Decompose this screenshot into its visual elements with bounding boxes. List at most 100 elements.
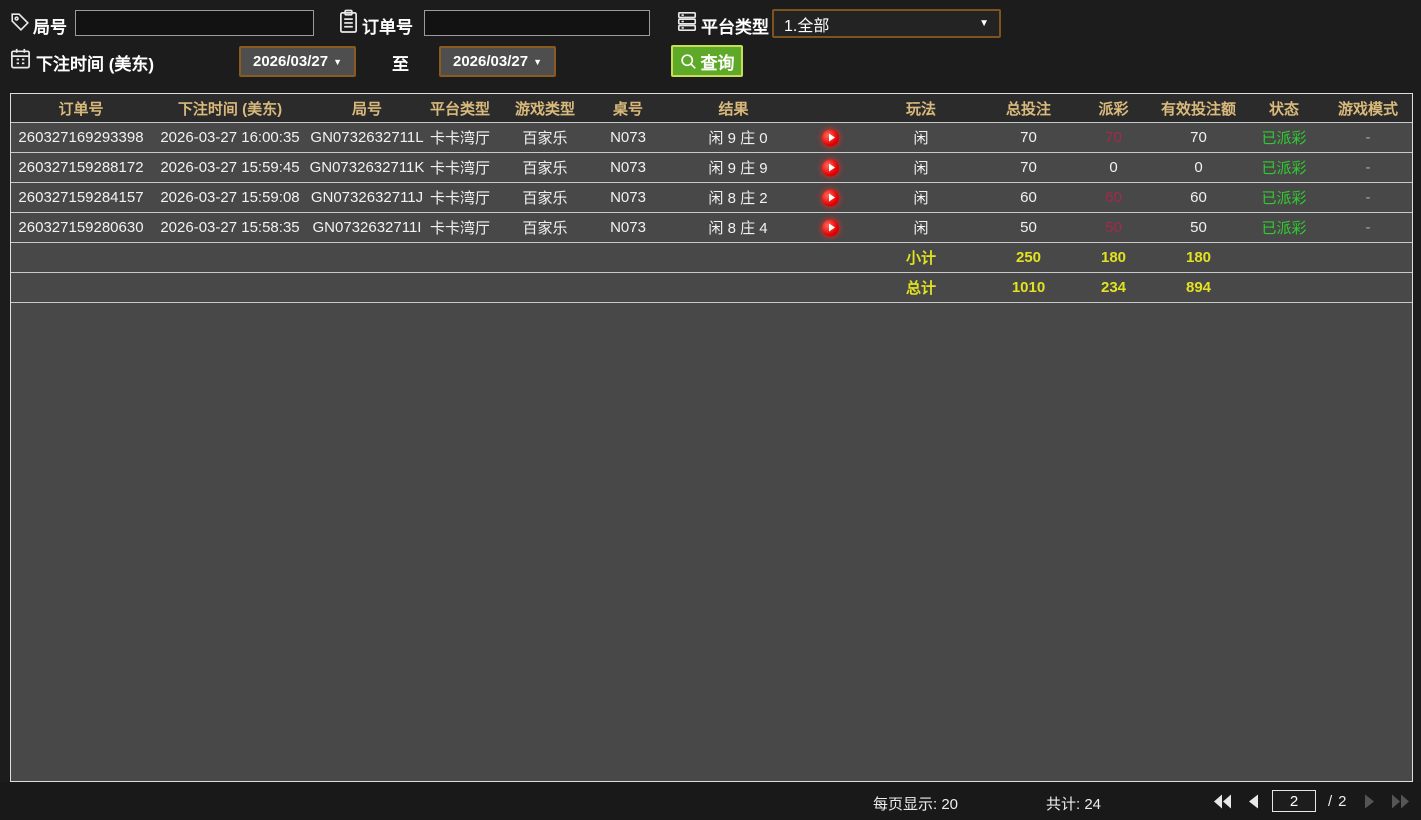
round-input[interactable] [75,10,314,36]
header-game-mode: 游戏模式 [1322,94,1412,123]
play-video-icon[interactable] [822,189,839,206]
date-range-to-label: 至 [392,55,409,74]
cell-total-bet: 70 [981,122,1076,153]
subtotal-valid-bet: 180 [1151,242,1246,273]
table-row: 260327159280630 2026-03-27 15:58:35 GN0732… [11,212,1412,243]
play-video-icon[interactable] [822,159,839,176]
total-count-value: 24 [1084,796,1102,813]
cell-order-id: 260327159288172 [11,152,151,183]
cell-table-no: N073 [595,152,661,183]
platform-filter-label: 平台类型 [701,18,769,37]
cell-total-bet: 50 [981,212,1076,243]
cell-bet-time: 2026-03-27 15:58:35 [151,212,309,243]
cell-game-type: 百家乐 [495,152,595,183]
total-row: 总计 1010 234 894 [11,272,1412,303]
subtotal-total-bet: 250 [981,242,1076,273]
cell-result: 闲 8 庄 2 [661,182,861,213]
subtotal-label: 小计 [861,242,981,273]
cell-platform: 卡卡湾厅 [425,182,495,213]
cell-valid-bet: 0 [1151,152,1246,183]
search-button[interactable]: 查询 [671,45,743,77]
chevron-down-icon: ▼ [979,18,989,29]
cell-game-mode: - [1322,212,1412,243]
header-play-mode: 玩法 [861,94,981,123]
date-from-select[interactable]: 2026/03/27 ▼ [239,46,356,77]
total-valid-bet: 894 [1151,272,1246,303]
page-number-input[interactable] [1272,790,1316,812]
table-row: 260327159284157 2026-03-27 15:59:08 GN0732… [11,182,1412,213]
clipboard-icon [338,9,359,34]
date-to-select[interactable]: 2026/03/27 ▼ [439,46,556,77]
header-valid-bet: 有效投注额 [1151,94,1246,123]
cell-order-id: 260327159284157 [11,182,151,213]
cell-bet-time: 2026-03-27 15:59:08 [151,182,309,213]
subtotal-payout: 180 [1076,242,1151,273]
cell-total-bet: 70 [981,152,1076,183]
cell-status: 已派彩 [1246,122,1322,153]
date-to-value: 2026/03/27 [453,53,529,70]
header-game-type: 游戏类型 [495,94,595,123]
total-total-bet: 1010 [981,272,1076,303]
cell-play-mode: 闲 [861,182,981,213]
cell-status: 已派彩 [1246,152,1322,183]
result-text: 闲 9 庄 9 [708,160,768,177]
prev-page-icon[interactable] [1242,793,1264,809]
cell-platform: 卡卡湾厅 [425,152,495,183]
platform-select-value: 1.全部 [784,17,830,35]
play-video-icon[interactable] [822,219,839,236]
result-text: 闲 8 庄 4 [708,220,768,237]
cell-valid-bet: 70 [1151,122,1246,153]
cell-status: 已派彩 [1246,182,1322,213]
first-page-icon[interactable] [1212,793,1234,809]
cell-bet-time: 2026-03-27 15:59:45 [151,152,309,183]
date-from-value: 2026/03/27 [253,53,329,70]
last-page-icon[interactable] [1389,793,1411,809]
header-order-id: 订单号 [11,94,151,123]
pagination-bar: 每页显示: 20 共计: 24 / 2 [0,782,1421,820]
header-bet-time: 下注时间 (美东) [151,94,309,123]
cell-game-type: 百家乐 [495,212,595,243]
header-payout: 派彩 [1076,94,1151,123]
cell-order-id: 260327159280630 [11,212,151,243]
cell-payout: 0 [1076,152,1151,183]
cell-game-type: 百家乐 [495,122,595,153]
page-separator: / [1328,792,1333,810]
table-row: 260327169293398 2026-03-27 16:00:35 GN0732… [11,122,1412,153]
header-total-bet: 总投注 [981,94,1076,123]
cell-payout: 70 [1076,122,1151,153]
table-header-row: 订单号 下注时间 (美东) 局号 平台类型 游戏类型 桌号 结果 玩法 总投注 … [11,94,1412,123]
cell-valid-bet: 60 [1151,182,1246,213]
cell-play-mode: 闲 [861,152,981,183]
page-size-label: 每页显示: [873,796,938,813]
total-label: 总计 [861,272,981,303]
header-status: 状态 [1246,94,1322,123]
search-icon [680,53,697,70]
header-round-id: 局号 [309,94,425,123]
cell-game-mode: - [1322,182,1412,213]
search-button-label: 查询 [700,53,735,73]
server-icon [676,11,698,32]
cell-result: 闲 9 庄 0 [661,122,861,153]
cell-round-id: GN0732632711J [309,182,425,213]
cell-game-mode: - [1322,152,1412,183]
cell-round-id: GN0732632711K [309,152,425,183]
cell-result: 闲 8 庄 4 [661,212,861,243]
result-text: 闲 8 庄 2 [708,190,768,207]
play-video-icon[interactable] [822,129,839,146]
cell-round-id: GN0732632711I [309,212,425,243]
cell-platform: 卡卡湾厅 [425,122,495,153]
cell-platform: 卡卡湾厅 [425,212,495,243]
pager: / 2 [1208,789,1415,813]
order-input[interactable] [424,10,650,36]
cell-game-mode: - [1322,122,1412,153]
next-page-icon[interactable] [1359,793,1381,809]
platform-select[interactable]: 1.全部 ▼ [772,9,1001,38]
total-payout: 234 [1076,272,1151,303]
cell-valid-bet: 50 [1151,212,1246,243]
bet-records-table: 订单号 下注时间 (美东) 局号 平台类型 游戏类型 桌号 结果 玩法 总投注 … [10,93,1413,782]
result-text: 闲 9 庄 0 [708,130,768,147]
total-count-text: 共计: 24 [1046,793,1101,814]
cell-table-no: N073 [595,122,661,153]
table-body: 260327169293398 2026-03-27 16:00:35 GN0732… [11,122,1412,303]
round-filter-label: 局号 [33,18,67,37]
